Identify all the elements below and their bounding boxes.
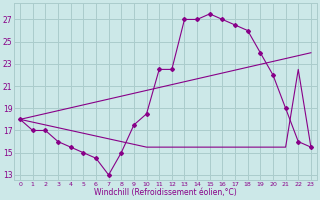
X-axis label: Windchill (Refroidissement éolien,°C): Windchill (Refroidissement éolien,°C) [94, 188, 237, 197]
